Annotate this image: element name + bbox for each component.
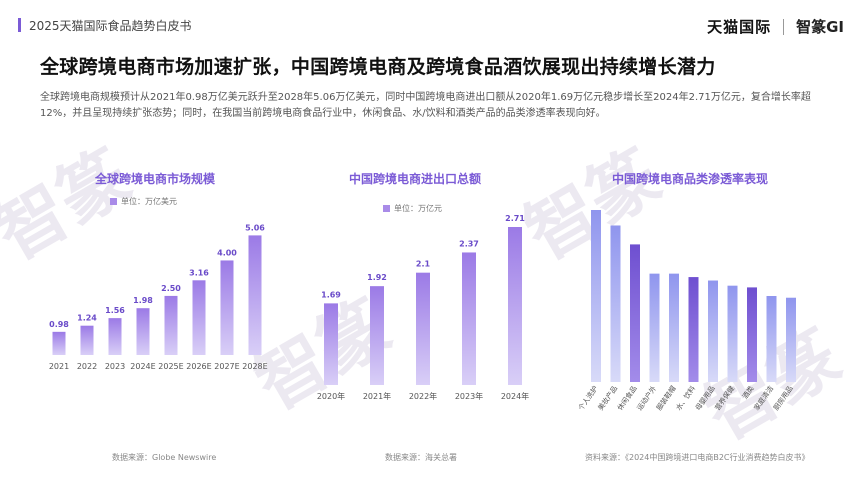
x-tick-label: 2020年 xyxy=(317,391,345,401)
bar-2023 xyxy=(108,318,122,355)
x-tick-label: 厨房用品 xyxy=(771,384,794,412)
data-label: 2.37 xyxy=(459,239,479,248)
brand-divider xyxy=(783,18,785,35)
bar-水、饮料 xyxy=(688,277,699,382)
bar-2025E xyxy=(164,295,178,355)
data-label: 2.50 xyxy=(161,284,181,293)
chart1-plot: 0.98 2021 1.24 2022 1.56 2023 1.98 2024E 2.50 202… xyxy=(49,223,268,371)
data-label: 1.98 xyxy=(133,296,153,305)
x-tick-label: 2022 xyxy=(77,362,97,371)
chart2-legend: 单位：万亿元 xyxy=(383,203,442,214)
grunvie-insights-logo: 智篆GI xyxy=(796,18,844,36)
data-label: 1.24 xyxy=(77,314,97,323)
document-header: 2025天猫国际食品趋势白皮书 xyxy=(18,14,192,36)
x-tick-label: 2022年 xyxy=(409,391,437,401)
bar-个人洗护 xyxy=(591,210,601,382)
chart2-unit: 单位：万亿元 xyxy=(394,204,442,213)
chart2-title: 中国跨境电商进出口总额 xyxy=(348,172,481,186)
page-description: 全球跨境电商规模预计从2021年0.98万亿美元跃升至2028年5.06万亿美元… xyxy=(40,92,811,119)
legend-swatch xyxy=(383,205,390,212)
bar-厨房用品 xyxy=(786,297,796,382)
data-label: 0.98 xyxy=(49,320,69,329)
bar-运动户外 xyxy=(649,273,660,382)
chart1-title: 全球跨境电商市场规模 xyxy=(94,172,215,186)
data-label: 1.56 xyxy=(105,306,125,315)
data-label: 4.00 xyxy=(217,248,237,257)
accent-bar xyxy=(18,18,21,32)
chart1-source: 数据来源：Globe Newswire xyxy=(112,453,217,462)
chart1-unit: 单位：万亿美元 xyxy=(121,197,177,206)
x-tick-label: 2024E xyxy=(130,362,155,371)
bar-2024E xyxy=(136,308,150,355)
chart3-source: 资料来源：《2024中国跨境进口电商B2C行业消费趋势白皮书》 xyxy=(585,453,810,462)
data-label: 1.92 xyxy=(367,273,387,282)
x-tick-label: 2023年 xyxy=(455,391,483,401)
x-tick-label: 酒类 xyxy=(740,384,755,401)
bar-营养保健 xyxy=(727,285,738,382)
data-label: 1.69 xyxy=(321,290,341,299)
bar-2026E xyxy=(192,280,206,355)
bar-休闲食品 xyxy=(630,244,640,382)
legend-swatch xyxy=(110,198,117,205)
bar-2028E xyxy=(248,235,262,355)
bar-家庭清洁 xyxy=(766,296,777,382)
x-tick-label: 营养保健 xyxy=(713,384,736,412)
x-tick-label: 2027E xyxy=(214,362,239,371)
bar-2021 xyxy=(52,331,66,355)
chart2-source: 数据来源：海关总署 xyxy=(385,453,457,462)
bar-2027E xyxy=(220,260,234,355)
chart1-legend: 单位：万亿美元 xyxy=(110,196,177,207)
bar-美妆产品 xyxy=(610,225,621,382)
bar-酒类 xyxy=(747,287,757,382)
bar-服装鞋帽 xyxy=(669,273,679,382)
brand-logos: 天猫国际 智篆GI xyxy=(707,16,844,37)
x-tick-label: 2021年 xyxy=(363,391,391,401)
x-tick-label: 2024年 xyxy=(501,391,529,401)
x-tick-label: 2021 xyxy=(49,362,69,371)
document-title: 2025天猫国际食品趋势白皮书 xyxy=(29,18,192,33)
x-tick-label: 2028E xyxy=(242,362,267,371)
bar-2020年 xyxy=(324,303,338,385)
x-tick-label: 2026E xyxy=(186,362,211,371)
x-tick-label: 2023 xyxy=(105,362,125,371)
chart2-plot: 1.69 2020年 1.92 2021年 2.1 2022年 2.37 2023年 2.71 2… xyxy=(317,214,529,401)
data-label: 5.06 xyxy=(245,223,265,232)
page-headline: 全球跨境电商市场加速扩张，中国跨境电商及跨境食品酒饮展现出持续增长潜力 xyxy=(40,56,716,78)
bar-2022年 xyxy=(416,272,430,385)
x-tick-label: 2025E xyxy=(158,362,183,371)
bar-母婴用品 xyxy=(708,280,718,382)
data-label: 2.71 xyxy=(505,214,525,223)
data-label: 2.1 xyxy=(416,260,431,269)
data-label: 3.16 xyxy=(189,268,209,277)
chart3-title: 中国跨境电商品类渗透率表现 xyxy=(611,172,768,186)
bar-2023年 xyxy=(462,252,476,385)
bar-2021年 xyxy=(370,286,384,385)
bar-2022 xyxy=(80,325,94,355)
bar-2024年 xyxy=(508,227,522,385)
tmall-global-logo: 天猫国际 xyxy=(707,18,772,36)
